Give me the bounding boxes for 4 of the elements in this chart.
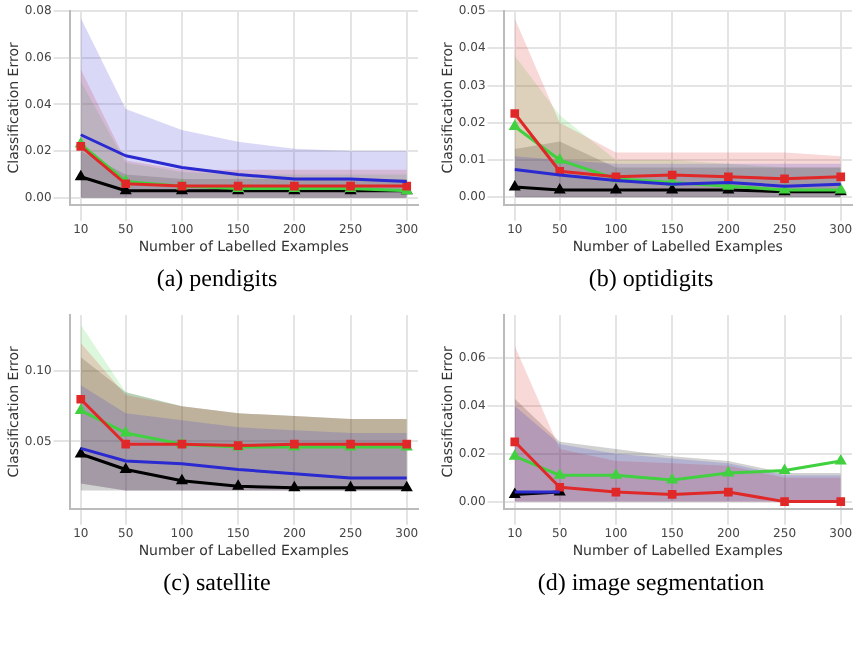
text: (b) optidigits [588, 264, 714, 294]
text: (a) pendigits [156, 264, 278, 294]
text: (c) satellite [163, 568, 271, 598]
text: (d) image segmentation [537, 568, 765, 598]
